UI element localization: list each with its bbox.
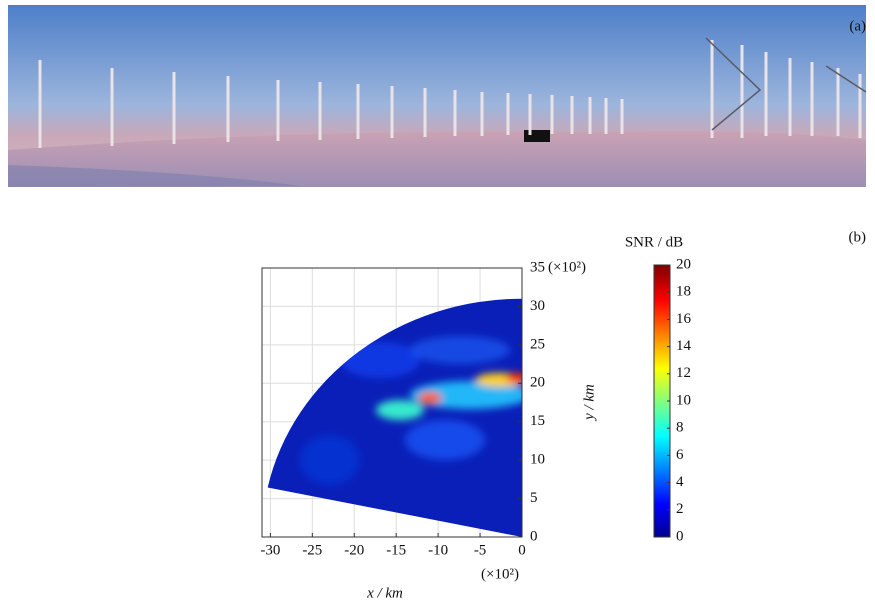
snr-blob (410, 381, 522, 409)
snr-blob (300, 435, 360, 485)
colorbar-tick-label: 12 (676, 365, 691, 381)
x-tick-label: 0 (518, 542, 526, 558)
x-tick-label: -15 (386, 542, 406, 558)
y-multiplier: (×10²) (548, 259, 586, 275)
x-tick-label: -5 (474, 542, 487, 558)
x-tick-label: -25 (302, 542, 322, 558)
x-multiplier: (×10²) (481, 566, 519, 582)
y-tick-label: 20 (530, 375, 545, 391)
snr-blob (506, 373, 522, 383)
snr-blob (410, 336, 510, 364)
snr-field (300, 336, 522, 485)
colorbar-tick-label: 18 (676, 284, 691, 300)
y-tick-label: 35 (530, 259, 545, 275)
x-tick-label: -30 (260, 542, 280, 558)
photo (8, 5, 867, 187)
colorbar-tick-label: 14 (676, 338, 692, 354)
snr-blob (340, 342, 420, 378)
y-tick-label: 10 (530, 452, 545, 468)
y-tick-label: 30 (530, 298, 545, 314)
panel-label: (a) (849, 18, 866, 34)
colorbar-tick-label: 16 (676, 311, 692, 327)
x-tick-label: -10 (428, 542, 448, 558)
colorbar-tick-label: 10 (676, 392, 691, 408)
x-tick-label: -20 (344, 542, 364, 558)
snr-blob (405, 420, 485, 460)
panel-label: (b) (849, 229, 867, 245)
colorbar-title: SNR / dB (625, 234, 683, 250)
colorbar-tick-label: 2 (676, 501, 684, 517)
y-tick-label: 25 (530, 336, 545, 352)
colorbar-tick-label: 20 (676, 256, 691, 272)
y-tick-label: 5 (530, 490, 538, 506)
colorbar-tick-label: 0 (676, 528, 684, 544)
y-tick-label: 0 (530, 528, 538, 544)
colorbar-tick-label: 8 (676, 420, 684, 436)
snr-blob (376, 400, 424, 420)
colorbar-tick-label: 4 (676, 474, 684, 490)
snr-blob (418, 392, 442, 404)
x-axis-label: x / km (366, 585, 403, 601)
y-tick-label: 15 (530, 413, 545, 429)
y-axis-label: y / km (581, 384, 597, 422)
plot-frame (261, 267, 523, 538)
colorbar-tick-label: 6 (676, 447, 684, 463)
